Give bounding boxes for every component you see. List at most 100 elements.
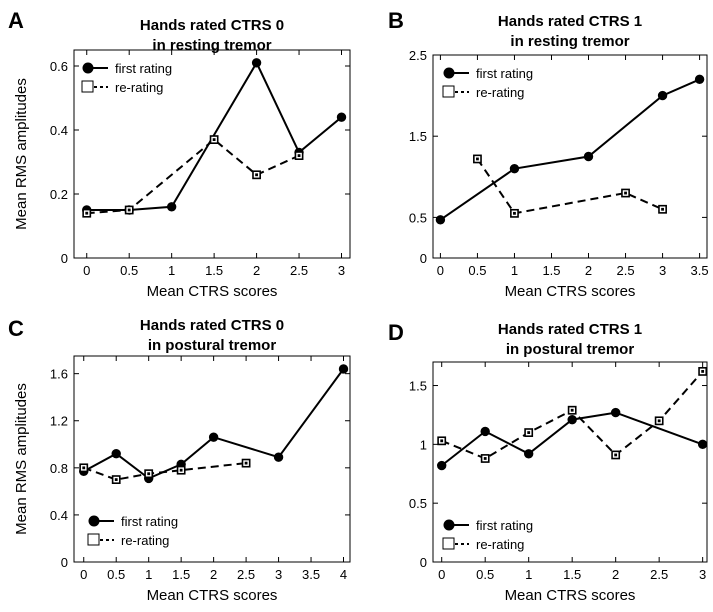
chart-title-line-2: in resting tremor [152,37,271,54]
x-tick-label: 3.5 [691,263,709,278]
legend-marker [81,80,94,93]
y-tick-label: 0.2 [50,187,68,202]
panel-b: B Hands rated CTRS 1 in resting tremor 0 0.5… [388,8,709,300]
data-point [435,215,446,225]
x-tick-label: 2 [612,567,619,582]
series-re-rating [473,154,667,218]
data-point [610,407,621,418]
x-tick-label: 3 [338,263,345,278]
plot-frame [73,49,351,259]
panel-a: A Hands rated CTRS 0 in resting tremor 0 0.5… [8,8,351,300]
series-first-rating [79,364,349,484]
x-tick-label: 1 [168,263,175,278]
legend-label: first rating [121,514,178,529]
x-tick-label: 1 [511,263,518,278]
chart-title-line-2: in postural tremor [148,337,277,354]
series-re-rating [437,367,708,463]
panel-letter: A [8,8,24,33]
data-point [251,58,262,68]
y-tick-label: 0.4 [50,123,68,138]
legend-marker [88,515,100,527]
chart-title-line-1: Hands rated CTRS 0 [140,17,284,34]
x-tick-label: 1 [145,567,152,582]
y-tick-label: 0.5 [409,210,427,225]
legend-marker [87,533,100,546]
series-first-rating [436,407,708,471]
x-tick-label: 2 [253,263,260,278]
legend-label: re-rating [476,537,524,552]
data-point [523,449,534,459]
x-tick-label: 2.5 [617,263,635,278]
data-point [509,163,520,174]
chart-title-line-2: in resting tremor [510,33,629,50]
series-line [83,462,247,481]
y-axis-label: Mean RMS amplitudes [13,78,30,230]
series-line [83,368,345,480]
series-line [439,78,701,221]
panel-letter: D [388,320,404,345]
x-tick-label: 0 [438,567,445,582]
y-tick-label: 1.5 [409,129,427,144]
data-point [480,426,490,437]
y-tick-label: 1.2 [50,414,68,429]
x-tick-label: 1.5 [205,263,223,278]
data-point [436,460,447,471]
x-tick-label: 1 [525,567,532,582]
y-tick-label: 1.6 [50,367,68,382]
data-point [583,151,594,162]
x-tick-label: 3 [659,263,666,278]
legend-label: first rating [476,518,533,533]
x-tick-label: 3 [699,567,706,582]
data-point [166,202,177,212]
y-tick-label: 1 [420,437,427,452]
x-axis-label: Mean CTRS scores [505,283,636,300]
y-tick-label: 0.5 [409,496,427,511]
x-tick-label: 3.5 [302,567,320,582]
data-point [697,439,708,450]
chart-title-line-1: Hands rated CTRS 1 [498,321,642,338]
data-point [694,74,705,85]
y-tick-label: 2.5 [409,48,427,63]
data-point [338,364,349,374]
x-tick-label: 0.5 [476,567,494,582]
series-line [86,138,300,215]
panel-letter: C [8,316,24,341]
y-tick-label: 0 [61,555,68,570]
data-point [336,112,347,122]
legend-label: first rating [476,66,533,81]
x-axis-label: Mean CTRS scores [147,587,278,604]
series-re-rating [82,135,304,218]
x-tick-label: 2.5 [290,263,308,278]
plot-frame [73,355,351,563]
chart-title-line-1: Hands rated CTRS 0 [140,317,284,334]
legend: first rating re-rating [87,514,178,548]
data-point [111,449,121,459]
chart-title-line-2: in postural tremor [506,341,635,358]
data-point [657,90,668,101]
panel-d: D Hands rated CTRS 1 in postural tremor 0 0.… [388,320,708,604]
y-axis-label: Mean RMS amplitudes [13,383,30,535]
legend: first rating re-rating [81,61,172,95]
x-tick-label: 0.5 [107,567,125,582]
series-line [476,158,664,215]
x-tick-label: 2.5 [237,567,255,582]
panel-c: C Hands rated CTRS 0 in postural tremor 0 0.… [8,316,351,604]
panel-letter: B [388,8,404,33]
y-tick-label: 0 [61,251,68,266]
legend-marker [82,62,94,74]
series-first-rating [435,74,705,225]
legend-marker [443,67,455,79]
x-tick-label: 1.5 [172,567,190,582]
plot-frame [432,54,708,259]
series-line [86,60,343,211]
x-tick-label: 2 [585,263,592,278]
legend-marker [442,85,455,98]
series-line [441,411,704,467]
y-tick-label: 0 [420,555,427,570]
legend-marker [443,519,455,531]
legend-label: re-rating [476,85,524,100]
x-tick-label: 2 [210,567,217,582]
x-tick-label: 0 [80,567,87,582]
x-tick-label: 0 [83,263,90,278]
